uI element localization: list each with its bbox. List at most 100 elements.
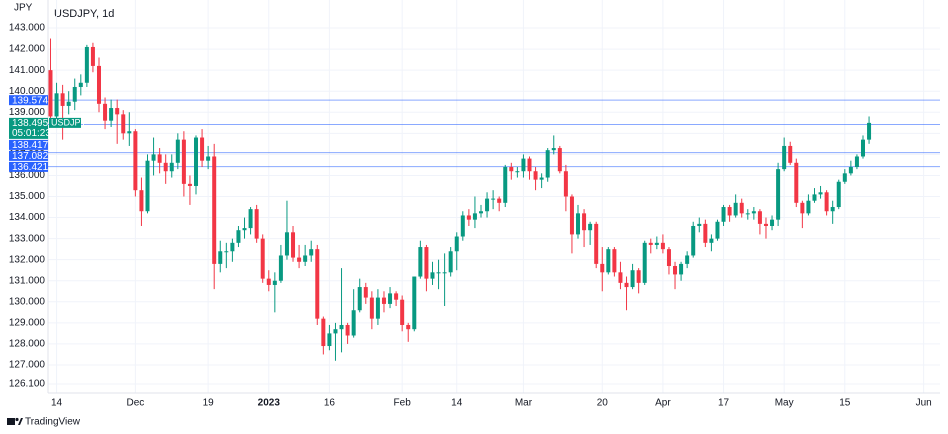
candle-body [836,181,841,208]
candle-body [800,202,805,214]
candle-body [412,276,417,330]
candle-body [278,255,283,281]
y-tick-label: 127.000 [9,360,46,371]
y-tick-label: 143.000 [9,23,46,34]
candle-body [460,215,465,237]
candle-body [139,190,144,212]
candle-body [606,249,611,273]
candle-body [545,150,550,178]
x-tick-label: Mar [515,398,533,409]
candle-body [351,310,356,336]
candle-body [272,280,277,285]
candle-body [303,255,308,262]
candle-body [824,192,829,212]
candle-body [103,103,108,121]
y-tick-label: 139.000 [9,107,46,118]
candle-body [442,272,447,274]
candle-body [691,225,696,256]
candle-body [291,232,296,258]
candle-body [521,158,526,172]
y-tick-label: 130.000 [9,296,46,307]
candle-body [175,139,180,163]
symbol-tag: USDJPY [51,117,87,127]
last-price-box [9,117,48,139]
level-label-box [9,139,48,150]
x-tick-label: 20 [597,398,609,409]
chart-title: USDJPY, 1d [54,8,114,20]
y-tick-label: 131.000 [9,275,46,286]
candle-body [515,171,520,173]
candle-body [727,207,732,216]
candle-body [369,297,374,319]
candle-body [812,194,817,201]
candle-body [642,242,647,283]
level-label: 136.421 [12,162,49,173]
y-tick-label: 134.000 [9,212,46,223]
candle-body [794,162,799,203]
x-tick-label: Feb [394,398,412,409]
x-tick-label: 14 [51,398,63,409]
candle-body [830,207,835,212]
candle-body [72,86,77,102]
candle-body [284,232,289,256]
candle-body [430,272,435,279]
candle-body [436,272,441,274]
candle-body [582,213,587,231]
candle-body [848,167,853,174]
x-tick-label: 14 [451,398,463,409]
candle-body [187,183,192,186]
candle-body [806,200,811,214]
candle-body [630,270,635,288]
candle-body [315,249,320,319]
y-tick-label: 126.100 [9,379,46,390]
level-label-box [9,150,48,161]
candle-body [654,242,659,245]
candle-body [133,131,138,191]
candle-body [127,131,132,134]
y-tick-label: 141.000 [9,65,46,76]
candle-body [648,242,653,245]
x-tick-label: May [775,398,794,409]
candle-body [745,213,750,215]
candle-body [96,65,101,104]
candle-body [357,287,362,311]
countdown: 05:01:23 [12,128,51,139]
candle-body [703,223,708,243]
brand-logo [7,417,23,425]
candle-body [788,145,793,163]
candle-body [685,255,690,264]
y-tick-label: 128.000 [9,339,46,350]
candle-body [169,162,174,172]
candle-body [248,209,253,229]
candle-body [624,282,629,288]
candle-body [666,249,671,267]
candle-body [503,167,508,203]
y-tick-label: 140.000 [9,86,46,97]
candle-body [739,202,744,214]
last-price-label: 138.495 [12,118,49,129]
candle-body [478,211,483,214]
candle-body [715,221,720,239]
candle-body [733,202,738,216]
candle-body [151,154,156,161]
candle-body [776,169,781,220]
candle-body [418,247,423,277]
candle-body [394,293,399,300]
candle-body [527,158,532,172]
candle-body [539,177,544,180]
candle-body [400,299,405,325]
candle-body [297,257,302,262]
candle-body [109,108,114,121]
x-tick-label: 15 [839,398,851,409]
candle-body [242,228,247,231]
candle-body [569,196,574,235]
candle-body [54,93,59,117]
candle-body [588,223,593,231]
grid [48,0,940,393]
candle-body [763,223,768,226]
candle-body [721,207,726,222]
candle-body [466,215,471,220]
level-label: 139.574 [12,95,49,106]
candle-body [60,93,65,106]
candle-body [363,287,368,298]
